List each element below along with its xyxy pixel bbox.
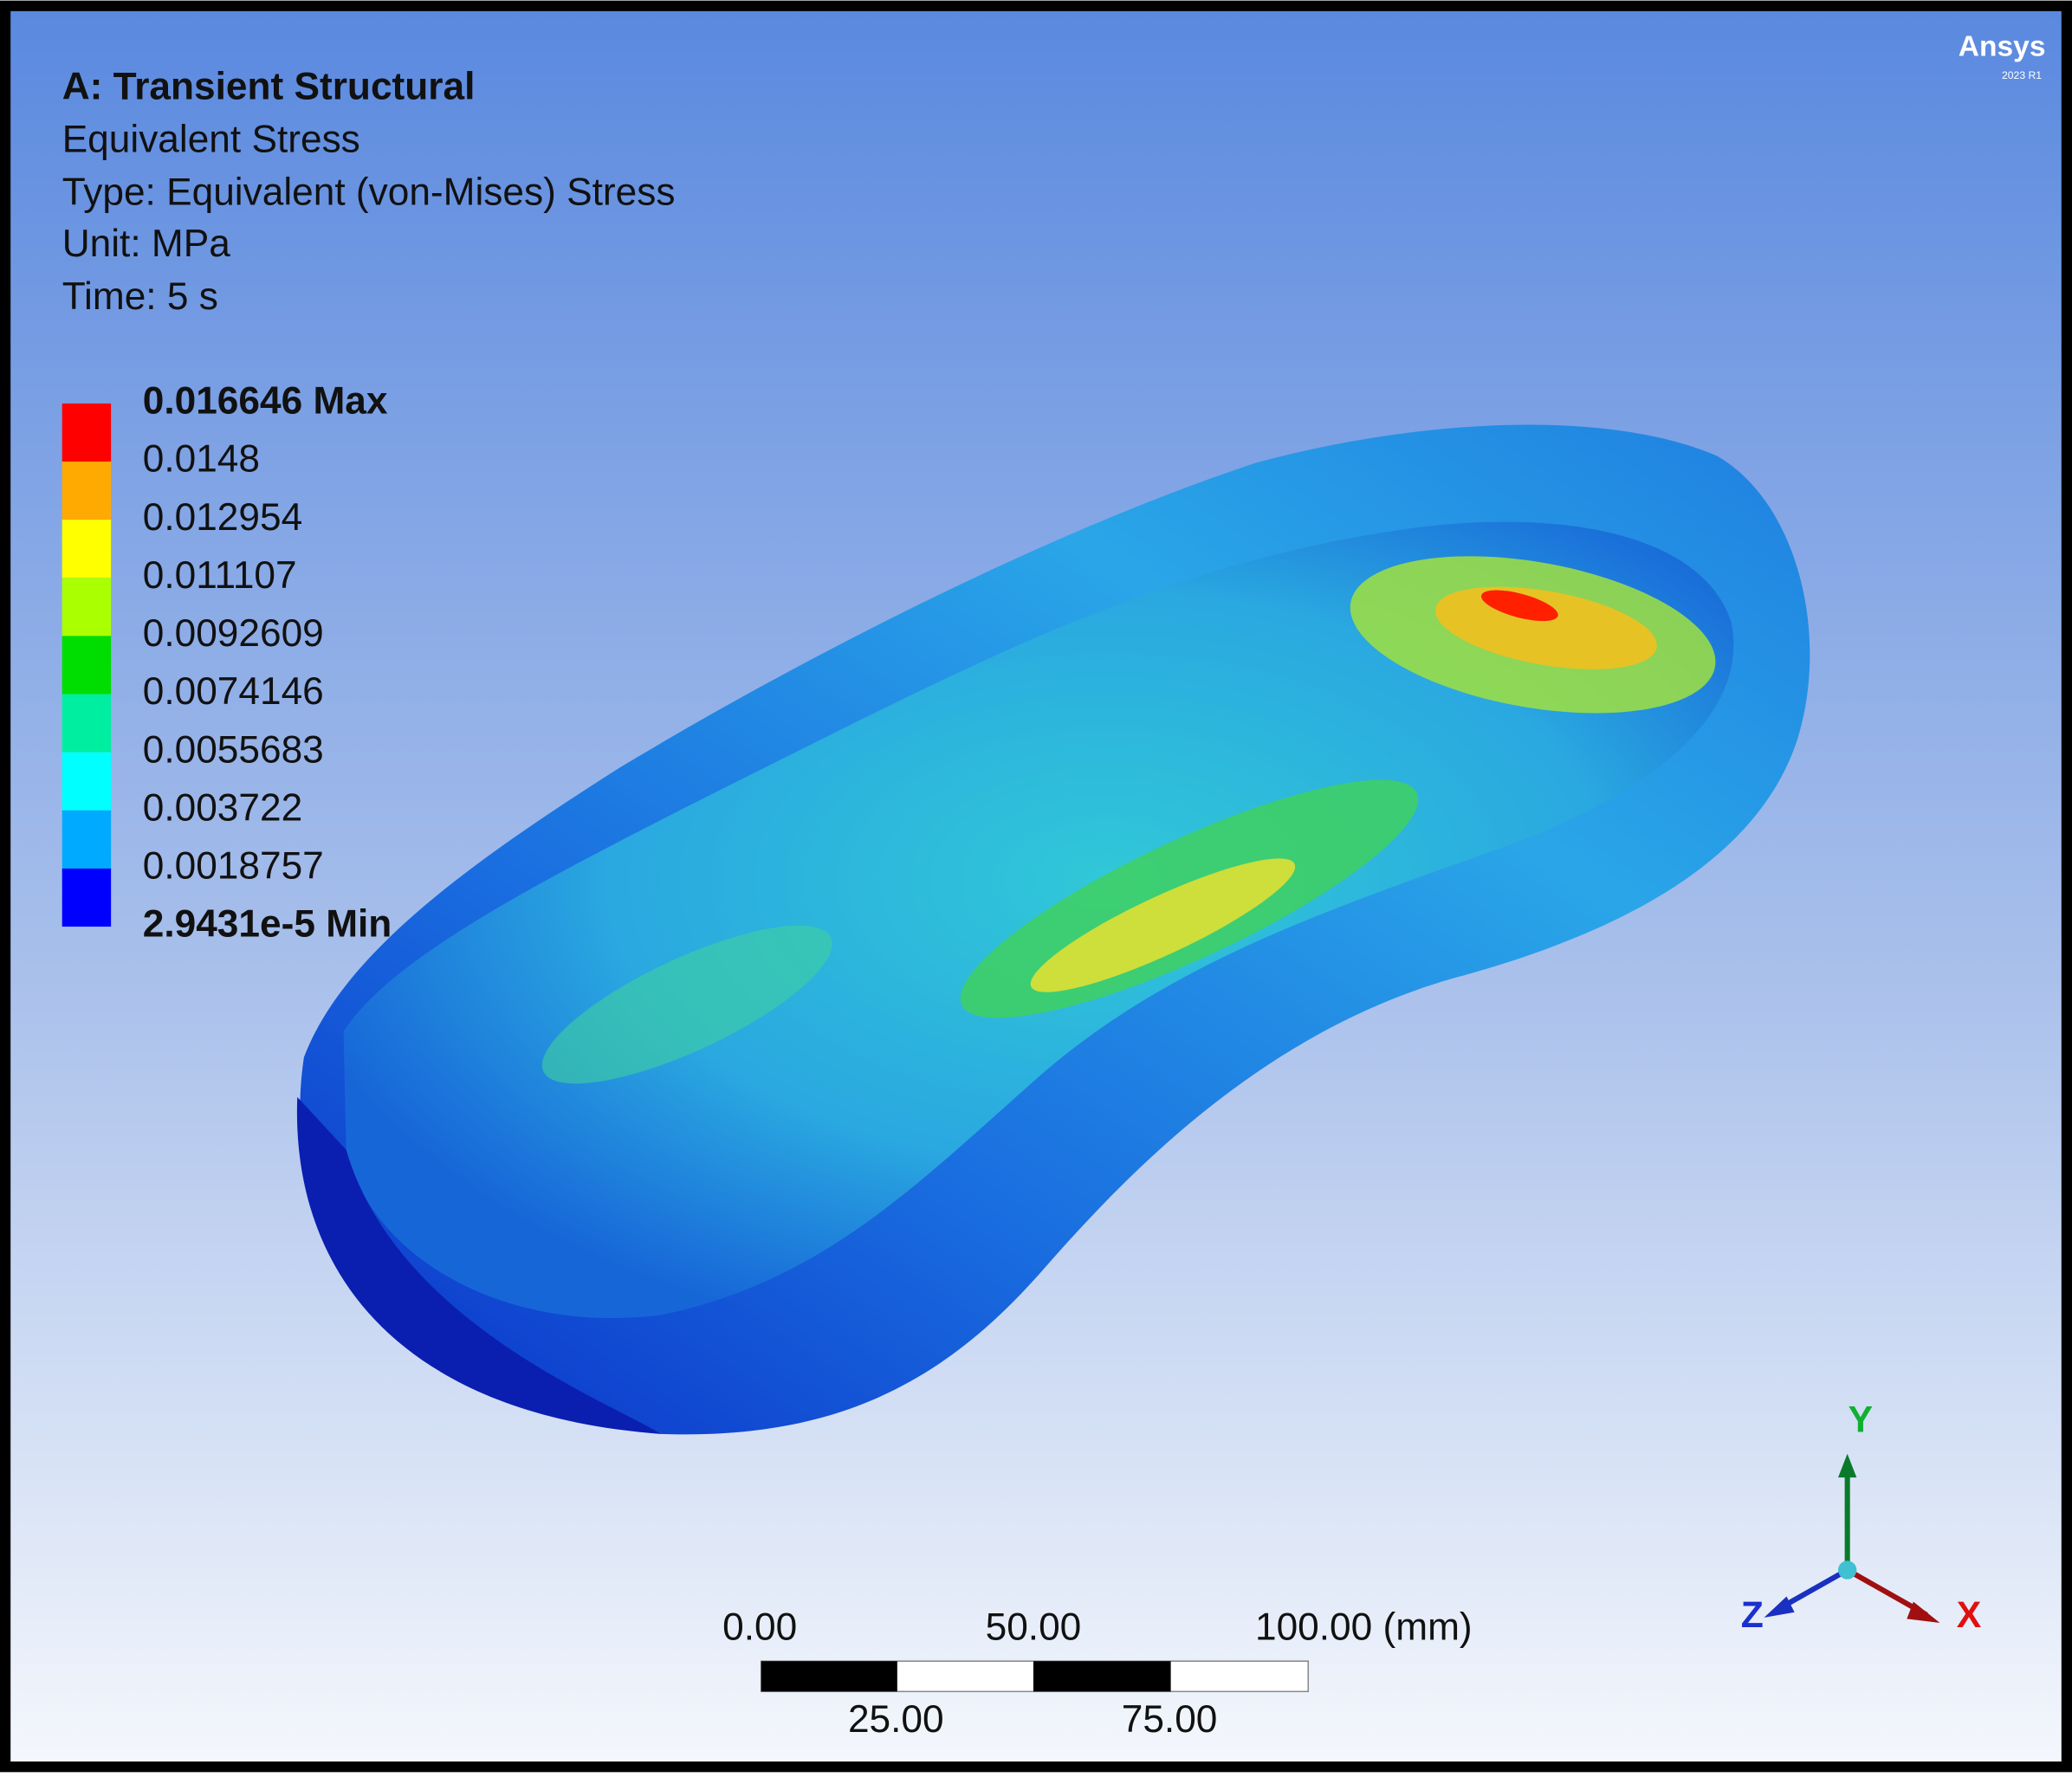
legend-swatch bbox=[62, 810, 112, 869]
scale-bar-segment bbox=[1033, 1661, 1171, 1692]
header-line: Equivalent Stress bbox=[62, 119, 360, 161]
legend-swatch bbox=[62, 403, 112, 462]
triad-label: Y bbox=[1849, 1399, 1873, 1440]
legend-label: 0.0092609 bbox=[143, 612, 324, 655]
stress-peak bbox=[1480, 590, 1558, 622]
header-line: Type: Equivalent (von-Mises) Stress bbox=[62, 171, 676, 214]
scale-label: 25.00 bbox=[848, 1698, 944, 1741]
legend-swatch bbox=[62, 462, 112, 520]
legend-label: 0.0055683 bbox=[143, 728, 324, 771]
triad-arrow bbox=[1837, 1453, 1857, 1478]
legend-swatch bbox=[62, 636, 112, 695]
stress-zone bbox=[1030, 858, 1296, 992]
header-title: A: Transient Structural bbox=[62, 66, 476, 108]
stress-zone bbox=[541, 925, 832, 1084]
legend-label: 0.016646 Max bbox=[143, 380, 388, 423]
scale-label: 75.00 bbox=[1122, 1698, 1218, 1741]
triad-arrow bbox=[1764, 1596, 1795, 1618]
triad-arrow bbox=[1907, 1601, 1940, 1623]
header-line: Unit: MPa bbox=[62, 223, 231, 265]
legend-label: 0.003722 bbox=[143, 786, 302, 829]
logo: Ansys bbox=[1959, 30, 2046, 62]
legend-label: 0.0148 bbox=[143, 438, 260, 481]
header-line: Time: 5 s bbox=[62, 275, 218, 318]
legend-swatch bbox=[62, 868, 112, 927]
legend-label: 0.012954 bbox=[143, 496, 302, 539]
logo-version: 2023 R1 bbox=[2002, 69, 2042, 81]
scale-bar-segment bbox=[761, 1661, 897, 1692]
triad-label: X bbox=[1957, 1594, 1982, 1636]
scale-label: 50.00 bbox=[986, 1606, 1082, 1648]
scale-label: 100.00 (mm) bbox=[1255, 1606, 1473, 1648]
legend-swatch bbox=[62, 520, 112, 578]
legend-swatch bbox=[62, 752, 112, 811]
legend-label: 0.011107 bbox=[143, 554, 297, 597]
legend: 0.016646 Max 0.0148 0.012954 0.011107 0.0092… bbox=[62, 380, 392, 946]
legend-label: 2.9431e-5 Min bbox=[143, 903, 392, 946]
legend-swatch bbox=[62, 694, 112, 753]
heel-wall bbox=[296, 1096, 661, 1434]
legend-label: 0.0074146 bbox=[143, 670, 324, 713]
scale-label: 0.00 bbox=[722, 1606, 797, 1648]
legend-label: 0.0018757 bbox=[143, 845, 324, 888]
triad-origin bbox=[1837, 1561, 1857, 1580]
triad-label: Z bbox=[1741, 1594, 1764, 1636]
legend-swatch bbox=[62, 578, 112, 636]
stress-zone bbox=[1434, 586, 1657, 669]
